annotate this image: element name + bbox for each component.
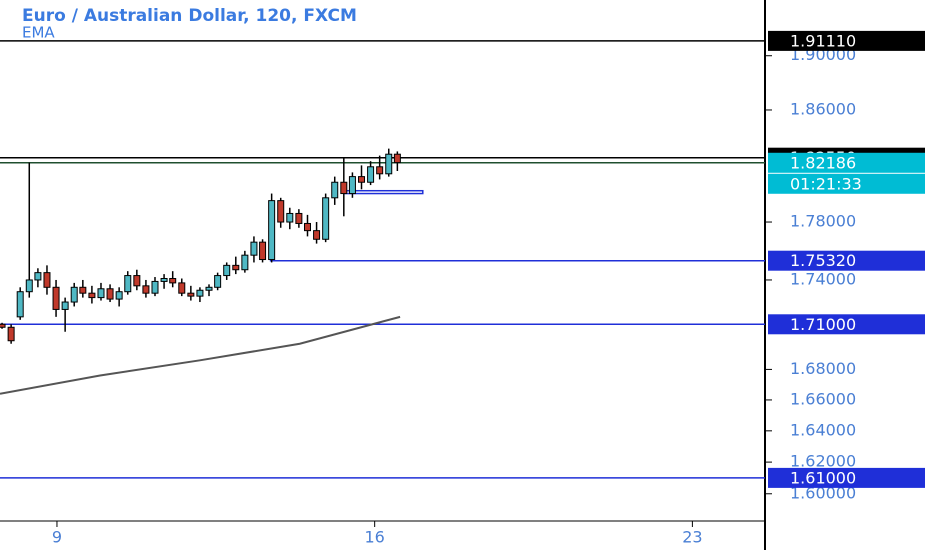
y-tick-label: 1.68000	[790, 359, 856, 378]
price-label-box	[768, 314, 925, 335]
candle-body	[205, 286, 213, 291]
x-tick-label: 23	[682, 528, 702, 547]
candle-body	[151, 280, 159, 294]
candle-body	[196, 289, 204, 297]
y-tick-label: 1.74000	[790, 269, 856, 288]
chart-title: Euro / Australian Dollar, 120, FXCM	[22, 6, 357, 26]
candle-body	[178, 282, 186, 294]
candle-body	[0, 323, 6, 328]
candle-body	[286, 212, 294, 223]
candle-body	[241, 254, 249, 271]
candle-body	[25, 279, 33, 293]
candle-body	[142, 285, 150, 294]
candle-body	[259, 241, 267, 261]
candle-body	[70, 286, 78, 303]
candle-body	[385, 153, 393, 175]
candle-body	[115, 291, 123, 300]
candle-body	[250, 241, 258, 256]
y-tick-label: 1.66000	[790, 389, 856, 408]
ema-line	[0, 315, 401, 395]
candle-body	[214, 275, 222, 288]
x-tick-label: 9	[52, 528, 62, 547]
candle-body	[277, 200, 285, 223]
candle-body	[79, 286, 87, 294]
candle-body	[7, 326, 15, 342]
y-tick-label: 1.86000	[790, 99, 856, 118]
candle-body	[187, 292, 195, 297]
candle-body	[43, 272, 51, 288]
candle-body	[367, 166, 375, 183]
countdown: 01:21:33	[790, 174, 862, 193]
candle-body	[124, 275, 132, 293]
candle-body	[340, 181, 348, 195]
candle-body	[331, 181, 339, 199]
x-tick-label: 16	[364, 528, 384, 547]
price-label: 1.71000	[790, 315, 856, 334]
countdown-box	[768, 173, 925, 194]
candle-body	[348, 176, 356, 195]
candle-body	[313, 230, 321, 240]
candle-body	[34, 272, 42, 281]
candle-body	[52, 286, 60, 310]
price-label-box	[768, 250, 925, 271]
price-label: 1.75320	[790, 251, 856, 270]
candle-body	[322, 197, 330, 240]
candle-body	[358, 176, 366, 183]
candle-body	[169, 277, 177, 284]
indicator-label: EMA	[22, 24, 55, 42]
price-label-box	[768, 30, 925, 51]
candle-body	[16, 291, 24, 318]
y-tick-label: 1.60000	[790, 483, 856, 502]
candle-body	[97, 288, 105, 299]
candle-body	[106, 288, 114, 300]
candle-body	[303, 222, 311, 232]
price-label-box	[768, 467, 925, 488]
price-label: 1.82186	[790, 153, 856, 172]
price-label: 1.91110	[790, 31, 856, 50]
candle-body	[295, 212, 303, 224]
price-label-box	[768, 152, 925, 173]
y-tick-label: 1.78000	[790, 212, 856, 231]
candle-body	[223, 264, 231, 277]
candle-body	[88, 292, 96, 299]
y-tick-label: 1.64000	[790, 420, 856, 439]
candle-body	[376, 166, 384, 175]
candle-body	[393, 153, 401, 164]
candle-body	[268, 200, 276, 261]
candle-body	[133, 275, 141, 287]
price-label: 1.61000	[790, 468, 856, 487]
y-tick-label: 1.62000	[790, 452, 856, 471]
candle-body	[160, 277, 168, 282]
candle-body	[61, 301, 69, 310]
candle-body	[232, 264, 240, 271]
